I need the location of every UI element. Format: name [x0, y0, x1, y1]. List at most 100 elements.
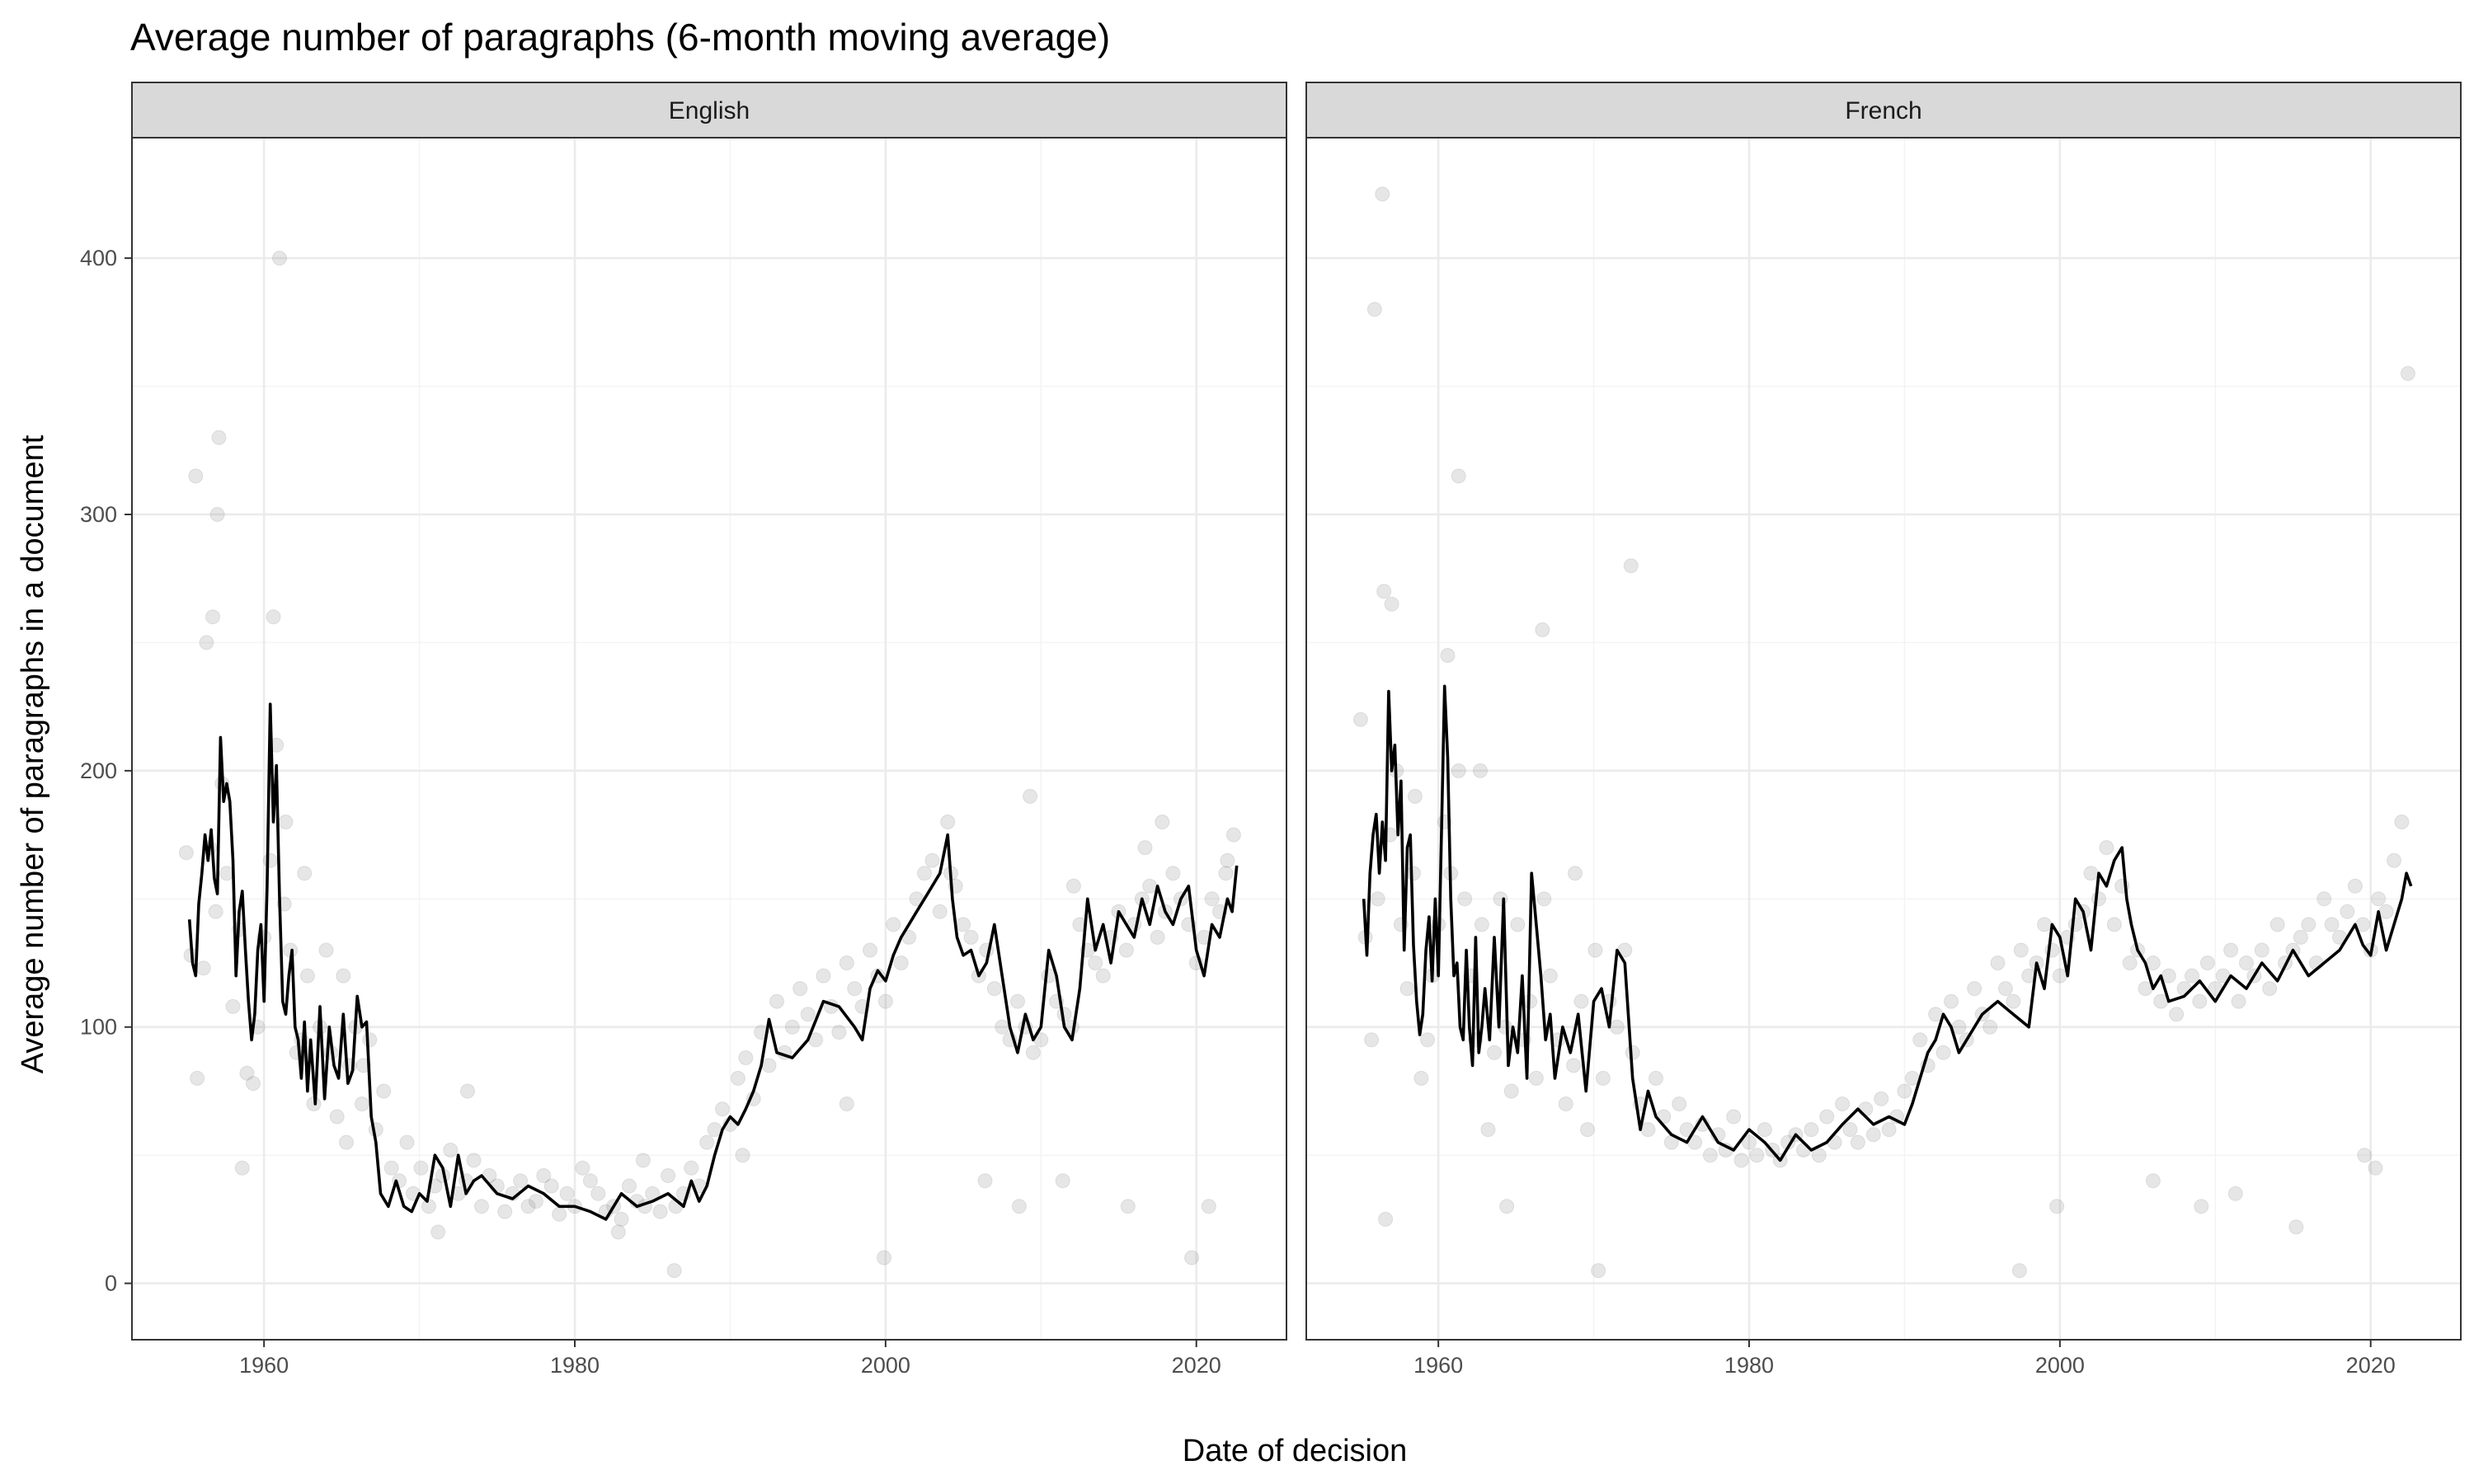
data-point [1378, 1211, 1394, 1227]
data-point [684, 1160, 699, 1176]
data-point [1407, 788, 1423, 804]
data-point [1150, 929, 1165, 945]
data-point [543, 1178, 559, 1194]
data-point [917, 866, 932, 881]
data-point [977, 1173, 993, 1189]
data-point [272, 251, 287, 266]
data-point [738, 1050, 754, 1065]
x-tick-label: 2000 [861, 1353, 910, 1378]
data-point [1451, 763, 1466, 778]
data-point [2378, 904, 2394, 919]
data-point [188, 468, 204, 484]
x-tick-label: 1980 [1724, 1353, 1774, 1378]
data-point [1850, 1134, 1865, 1150]
data-point [443, 1143, 459, 1158]
data-point [614, 1211, 629, 1227]
data-point [730, 1070, 745, 1086]
data-point [1220, 852, 1235, 868]
data-point [246, 1076, 261, 1092]
data-point [1204, 891, 1220, 907]
data-point [2052, 968, 2067, 984]
data-point [2106, 917, 2122, 932]
data-point [1155, 815, 1170, 829]
data-point [2199, 956, 2215, 970]
data-point [863, 942, 877, 958]
data-point [1835, 1097, 1851, 1111]
panel-border-french [1305, 137, 2462, 1341]
data-point [1558, 1097, 1573, 1111]
points-english [178, 251, 1241, 1279]
y-axis: 0 100 200 300 400 [80, 246, 132, 1296]
data-point [211, 430, 227, 445]
strip-label-french: French [1845, 97, 1921, 124]
data-point [1218, 866, 1234, 881]
data-point [1819, 1109, 1835, 1125]
data-point [769, 993, 784, 1009]
x-axis-french: 1960 1980 2000 2020 [1413, 1340, 2396, 1378]
data-point [1587, 942, 1603, 958]
data-point [239, 1065, 255, 1081]
data-point [1535, 622, 1550, 637]
data-point [1566, 1058, 1582, 1073]
data-point [575, 1160, 590, 1176]
data-point [1480, 1122, 1496, 1138]
data-point [205, 609, 220, 625]
data-point [225, 998, 241, 1014]
data-point [355, 1058, 371, 1073]
data-point [2122, 956, 2138, 970]
data-point [413, 1160, 429, 1176]
data-point [924, 852, 940, 868]
data-point [559, 1186, 575, 1201]
strip-label-english: English [669, 97, 750, 124]
data-point [1672, 1097, 1687, 1111]
data-point [877, 993, 893, 1009]
data-point [1120, 1199, 1136, 1214]
y-tick-label: 300 [80, 502, 117, 527]
data-point [1935, 1045, 1951, 1060]
data-point [219, 866, 234, 881]
data-point [195, 960, 211, 976]
data-point [582, 1173, 598, 1189]
data-point [1201, 1199, 1216, 1214]
data-point [1375, 186, 1390, 202]
data-point [610, 1224, 626, 1240]
data-point [1609, 1019, 1625, 1035]
x-axis-title: Date of decision [1183, 1434, 1408, 1468]
strip-english [131, 82, 1287, 139]
data-point [1493, 891, 1508, 907]
data-point [1865, 1127, 1881, 1143]
data-point [1487, 1045, 1502, 1060]
data-point [1580, 1122, 1595, 1138]
x-tick-label: 2020 [1172, 1353, 1221, 1378]
data-point [1352, 711, 1368, 727]
data-point [1912, 1032, 1928, 1048]
data-point [1376, 584, 1392, 599]
data-point [1649, 1070, 1663, 1086]
data-point [2231, 993, 2246, 1009]
data-point [886, 917, 901, 932]
chart-title: Average number of paragraphs (6-month mo… [130, 16, 1110, 59]
data-point [1536, 891, 1552, 907]
y-tick-label: 400 [80, 246, 117, 270]
data-point [1982, 1019, 1998, 1035]
data-point [1473, 763, 1488, 778]
data-point [1510, 917, 1526, 932]
data-point [278, 815, 294, 829]
data-point [1399, 981, 1415, 997]
data-point [1184, 1250, 1200, 1266]
data-point [1997, 981, 2013, 997]
data-point [1088, 956, 1103, 970]
data-point [1726, 1109, 1742, 1125]
data-point [800, 1007, 816, 1022]
data-point [299, 968, 315, 984]
data-point [2400, 366, 2415, 381]
data-point [474, 1199, 489, 1214]
x-tick-label: 1960 [239, 1353, 289, 1378]
data-point [1440, 648, 1456, 663]
data-point [2006, 993, 2021, 1009]
data-point [2347, 878, 2363, 894]
data-point [1874, 1091, 1889, 1106]
data-point [383, 1160, 399, 1176]
data-point [1451, 468, 1466, 484]
data-point [297, 866, 313, 881]
